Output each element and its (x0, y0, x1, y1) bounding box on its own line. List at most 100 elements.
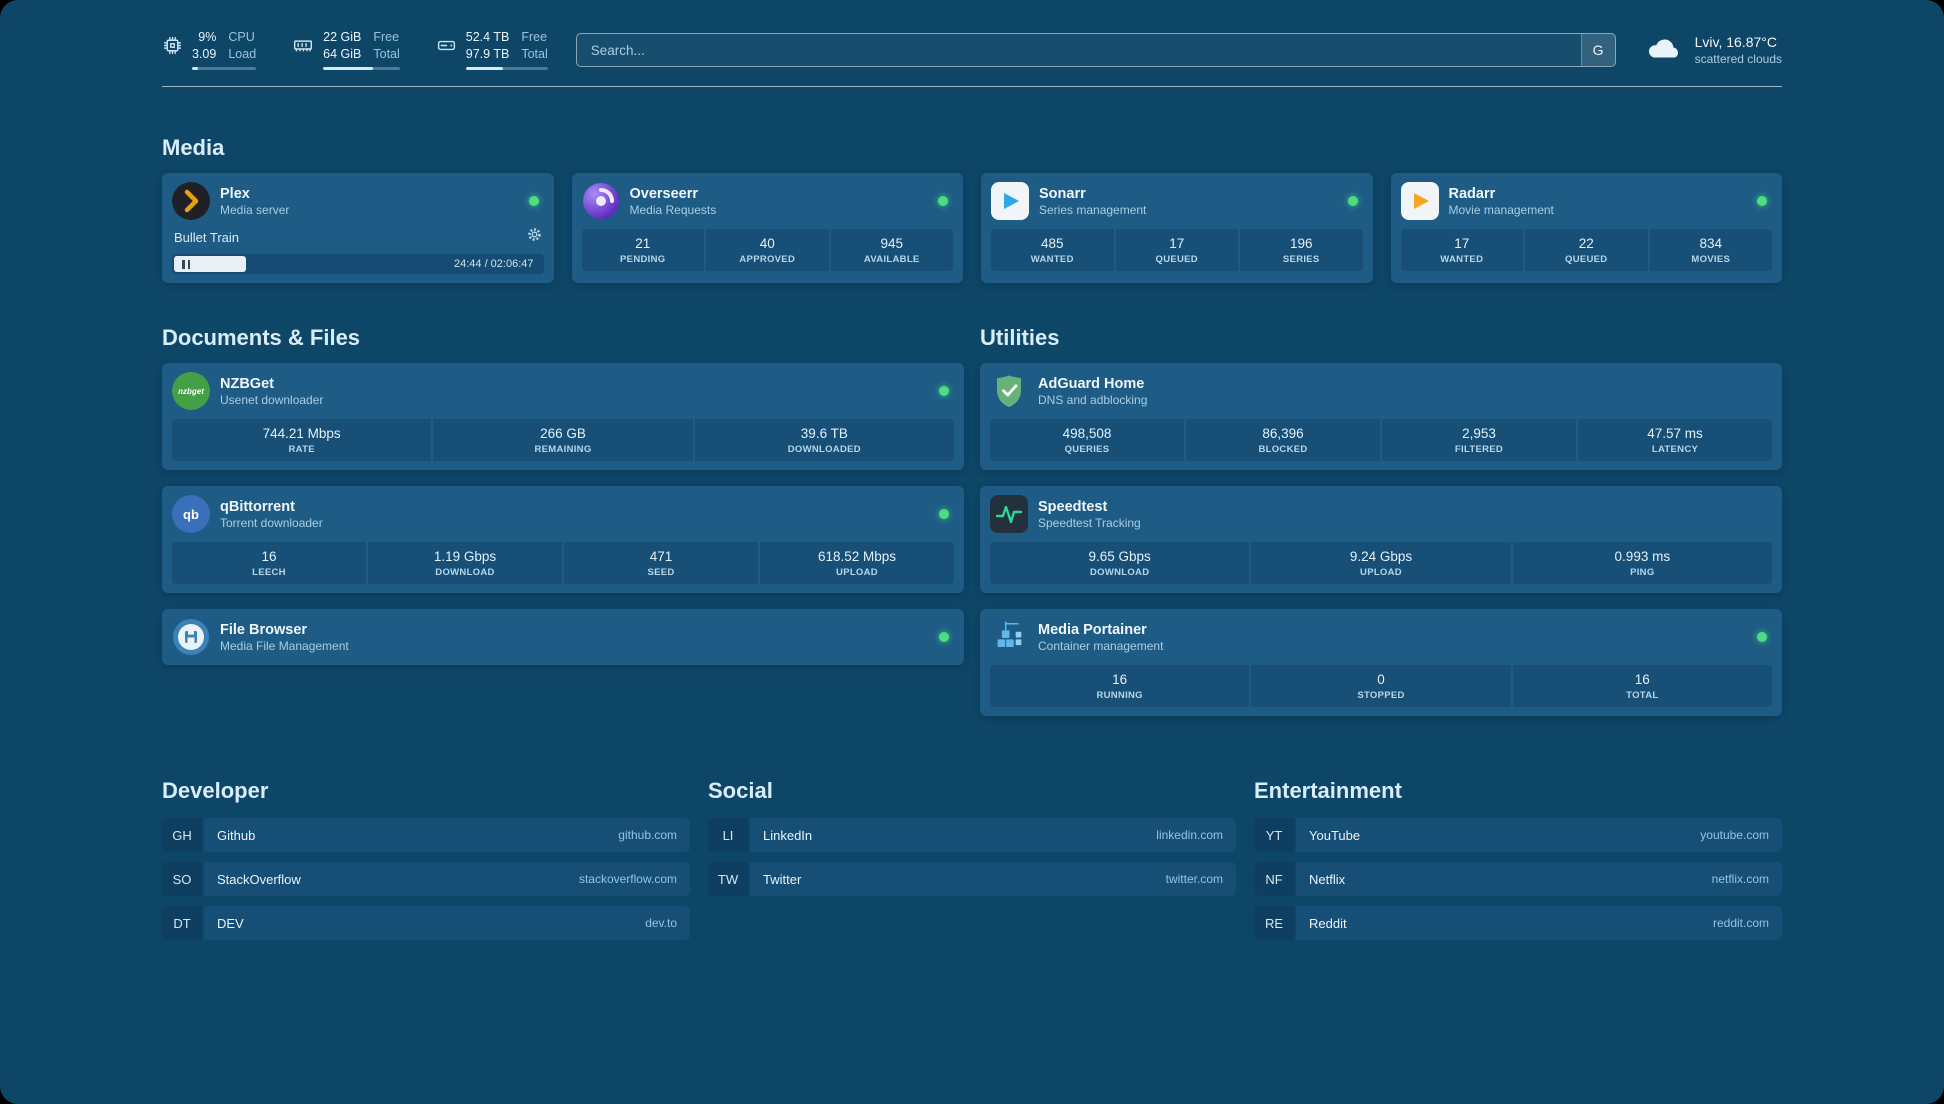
status-dot (939, 386, 949, 397)
disk-icon (436, 35, 457, 70)
service-subtitle: Container management (1038, 638, 1164, 653)
section-title-social: Social (708, 778, 773, 804)
section-title-utilities: Utilities (980, 325, 1060, 351)
service-name: Radarr (1448, 185, 1496, 202)
cpu-usage-label: CPU (228, 30, 255, 44)
stat-download: 1.19 Gbps DOWNLOAD (368, 542, 562, 585)
service-card-filebrowser[interactable]: File Browser Media File Management (162, 609, 964, 666)
bookmark-reddit[interactable]: RE Reddit reddit.com (1254, 906, 1782, 941)
stat-blocked: 86,396 BLOCKED (1186, 419, 1380, 462)
memory-widget: 22 GiB Free 64 GiB Total (292, 30, 400, 71)
weather-widget: Lviv, 16.87°C scattered clouds (1644, 33, 1782, 67)
settings-gear-icon[interactable] (527, 227, 542, 247)
status-dot (938, 196, 948, 207)
stat-queued: 17 QUEUED (1115, 229, 1238, 272)
stat-rate: 744.21 Mbps RATE (172, 419, 432, 462)
service-subtitle: DNS and adblocking (1038, 392, 1148, 407)
sonarr-icon (991, 182, 1029, 221)
service-card-speedtest[interactable]: Speedtest Speedtest Tracking 9.65 Gbps D… (980, 486, 1782, 594)
cpu-icon (162, 35, 183, 70)
playback-time: 24:44 / 02:06:47 (453, 258, 534, 271)
bookmark-linkedin[interactable]: LI LinkedIn linkedin.com (708, 818, 1236, 853)
stat-running: 16 RUNNING (990, 665, 1250, 708)
search-input[interactable] (576, 34, 1581, 67)
stat-wanted: 485 WANTED (991, 229, 1114, 272)
cloud-icon (1644, 33, 1684, 67)
cpu-usage-value: 9% (198, 30, 217, 44)
playback-progress-bar[interactable]: 24:44 / 02:06:47 (172, 254, 544, 275)
status-dot (528, 196, 539, 207)
search-bar: G (575, 33, 1616, 68)
status-dot (1347, 196, 1358, 207)
service-subtitle: Media server (220, 202, 290, 217)
qbittorrent-icon: qb (172, 495, 210, 534)
stat-queries: 498,508 QUERIES (990, 419, 1184, 462)
bookmark-netflix[interactable]: NF Netflix netflix.com (1254, 862, 1782, 897)
top-bar: 9% CPU 3.09 Load (162, 0, 1782, 71)
service-subtitle: Torrent downloader (220, 515, 323, 530)
disk-free-label: Free (521, 30, 548, 44)
nzbget-icon: nzbget (172, 372, 210, 411)
disk-free-value: 52.4 TB (465, 30, 510, 44)
bookmark-dev[interactable]: DT DEV dev.to (162, 906, 690, 941)
service-name: NZBGet (220, 375, 274, 392)
bookmark-twitter[interactable]: TW Twitter twitter.com (708, 862, 1236, 897)
service-card-nzbget[interactable]: nzbget NZBGet Usenet downloader 744.21 M… (162, 363, 964, 471)
stat-upload: 618.52 Mbps UPLOAD (760, 542, 954, 585)
stat-approved: 40 APPROVED (706, 229, 829, 272)
portainer-icon (990, 618, 1028, 656)
disk-widget: 52.4 TB Free 97.9 TB Total (436, 30, 548, 71)
overseerr-icon (582, 182, 620, 220)
service-card-qbittorrent[interactable]: qb qBittorrent Torrent downloader 16 LEE… (162, 486, 964, 594)
stat-latency: 47.57 ms LATENCY (1578, 419, 1772, 462)
status-dot (1757, 196, 1767, 207)
section-utilities: Utilities AdGuard Home DNS and adblocki (980, 325, 1782, 717)
bookmark-group-social: Social LI LinkedIn linkedin.com TW Twitt… (708, 778, 1236, 897)
bookmark-youtube[interactable]: YT YouTube youtube.com (1254, 818, 1782, 853)
section-title-developer: Developer (162, 778, 269, 804)
service-subtitle: Media Requests (629, 202, 717, 217)
service-card-adguard[interactable]: AdGuard Home DNS and adblocking 498,508 … (980, 363, 1782, 471)
disk-total-label: Total (521, 46, 548, 61)
service-subtitle: Usenet downloader (220, 392, 324, 407)
stat-remaining: 266 GB REMAINING (433, 419, 693, 462)
service-name: Speedtest (1038, 498, 1108, 515)
service-name: Sonarr (1039, 185, 1086, 202)
stat-pending: 21 PENDING (581, 229, 704, 272)
section-title-documents: Documents & Files (162, 325, 361, 351)
service-card-portainer[interactable]: Media Portainer Container management 16 … (980, 609, 1782, 717)
service-card-overseerr[interactable]: Overseerr Media Requests 21 PENDING 40 A… (571, 173, 963, 284)
disk-progress-bar (465, 67, 548, 71)
service-card-sonarr[interactable]: Sonarr Series management 485 WANTED 17 Q… (981, 173, 1373, 284)
bookmark-github[interactable]: GH Github github.com (162, 818, 690, 853)
service-card-radarr[interactable]: Radarr Movie management 17 WANTED 22 QUE… (1390, 173, 1782, 284)
cpu-widget: 9% CPU 3.09 Load (162, 30, 257, 71)
stat-seed: 471 SEED (564, 542, 758, 585)
memory-icon (292, 35, 314, 70)
cpu-load-label: Load (228, 46, 257, 61)
bookmark-stackoverflow[interactable]: SO StackOverflow stackoverflow.com (162, 862, 690, 897)
bookmark-group-developer: Developer GH Github github.com SO StackO… (162, 778, 690, 941)
status-dot (939, 632, 949, 643)
service-name: Overseerr (629, 185, 699, 202)
section-documents: Documents & Files nzbget NZBGet Usenet d… (162, 325, 964, 666)
stat-available: 945 AVAILABLE (830, 229, 953, 272)
resource-widgets: 9% CPU 3.09 Load (162, 30, 548, 71)
stat-download: 9.65 Gbps DOWNLOAD (990, 542, 1250, 585)
speedtest-icon (990, 495, 1028, 534)
memory-total-label: Total (373, 46, 400, 61)
pause-icon[interactable] (182, 259, 190, 269)
memory-free-label: Free (373, 30, 400, 44)
service-card-plex[interactable]: Plex Media server Bullet Train (162, 173, 554, 284)
search-provider-button[interactable]: G (1580, 34, 1615, 67)
service-name: AdGuard Home (1038, 375, 1145, 392)
stat-series: 196 SERIES (1240, 229, 1363, 272)
weather-location: Lviv, 16.87°C (1694, 34, 1777, 51)
filebrowser-icon (172, 618, 210, 656)
stat-total: 16 TOTAL (1512, 665, 1772, 708)
stat-stopped: 0 STOPPED (1251, 665, 1511, 708)
stat-leech: 16 LEECH (172, 542, 366, 585)
plex-icon (172, 182, 210, 221)
stat-queued: 22 QUEUED (1525, 229, 1648, 272)
